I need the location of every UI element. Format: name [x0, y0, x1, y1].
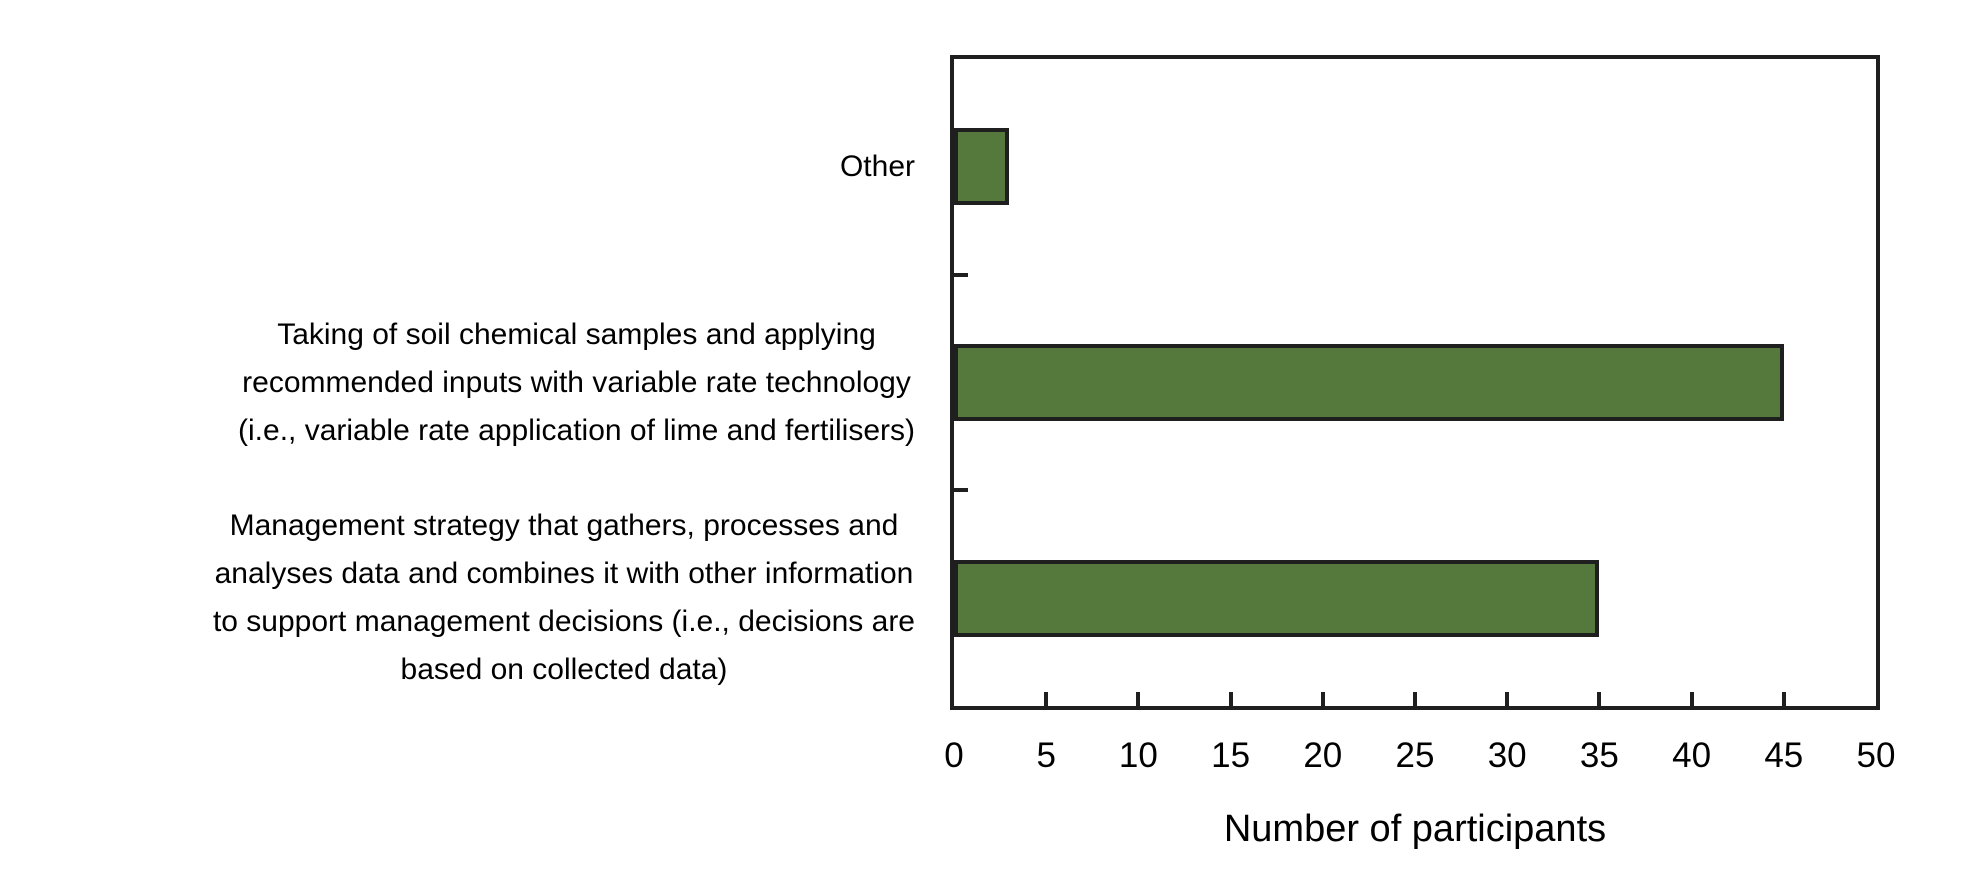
x-tick-label: 45 — [1764, 736, 1804, 775]
x-axis-tick — [1781, 692, 1786, 706]
x-tick-label: 50 — [1856, 736, 1896, 775]
x-axis-tick — [1320, 692, 1325, 706]
x-axis-tick — [1044, 692, 1049, 706]
x-axis-tick — [1689, 692, 1694, 706]
bar — [954, 128, 1010, 206]
x-axis-tick — [1136, 692, 1141, 706]
x-tick-label: 20 — [1303, 736, 1343, 775]
bar — [954, 559, 1600, 637]
x-tick-label: 40 — [1672, 736, 1712, 775]
x-tick-label: 15 — [1211, 736, 1251, 775]
y-axis-category-tick — [954, 272, 968, 277]
x-tick-label: 35 — [1579, 736, 1619, 775]
category-label: Taking of soil chemical samples and appl… — [238, 317, 915, 447]
x-tick-label: 5 — [1036, 736, 1056, 775]
x-axis-title: Number of participants — [1223, 808, 1607, 850]
x-tick-labels: 0 5 10 15 20 25 30 35 40 45 50 — [944, 736, 1895, 786]
category-label: Management strategy that gathers, proces… — [212, 509, 915, 687]
x-tick-label: 30 — [1487, 736, 1527, 775]
bar — [954, 344, 1784, 421]
x-axis-tick — [1228, 692, 1233, 706]
x-tick-label: 0 — [944, 736, 964, 775]
plot-area — [950, 55, 1880, 710]
x-axis-tick — [1597, 692, 1602, 706]
category-label: Other — [839, 149, 915, 183]
x-axis-tick — [1505, 692, 1510, 706]
x-axis-tick — [1413, 692, 1417, 706]
y-axis-category-tick — [954, 488, 968, 493]
x-tick-label: 10 — [1118, 736, 1158, 775]
x-tick-label: 25 — [1395, 736, 1435, 775]
